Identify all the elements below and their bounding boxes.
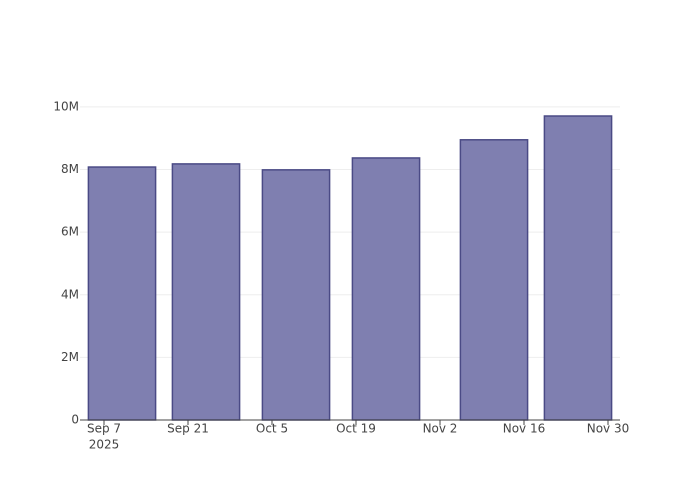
y-tick-label: 8M — [61, 162, 79, 176]
bar — [171, 163, 241, 421]
bar — [351, 157, 421, 421]
x-tick-label: Nov 16 — [503, 422, 546, 436]
x-tick-label: Sep 7 — [87, 422, 121, 436]
y-tick-label: 10M — [53, 99, 79, 113]
x-tick-label: Oct 5 — [256, 422, 288, 436]
y-tick-label: 0 — [71, 413, 79, 427]
y-tick-label: 4M — [61, 287, 79, 301]
y-tick-label: 6M — [61, 225, 79, 239]
bar — [459, 139, 529, 421]
x-tick-label: Nov 2 — [423, 422, 458, 436]
x-tick-label: Nov 30 — [587, 422, 630, 436]
x-tick-label: Oct 19 — [336, 422, 376, 436]
bar — [543, 115, 613, 421]
x-year-label: 2025 — [89, 438, 120, 452]
bar — [261, 169, 331, 421]
y-tick-label: 2M — [61, 350, 79, 364]
bar — [87, 166, 157, 421]
x-tick-label: Sep 21 — [167, 422, 209, 436]
